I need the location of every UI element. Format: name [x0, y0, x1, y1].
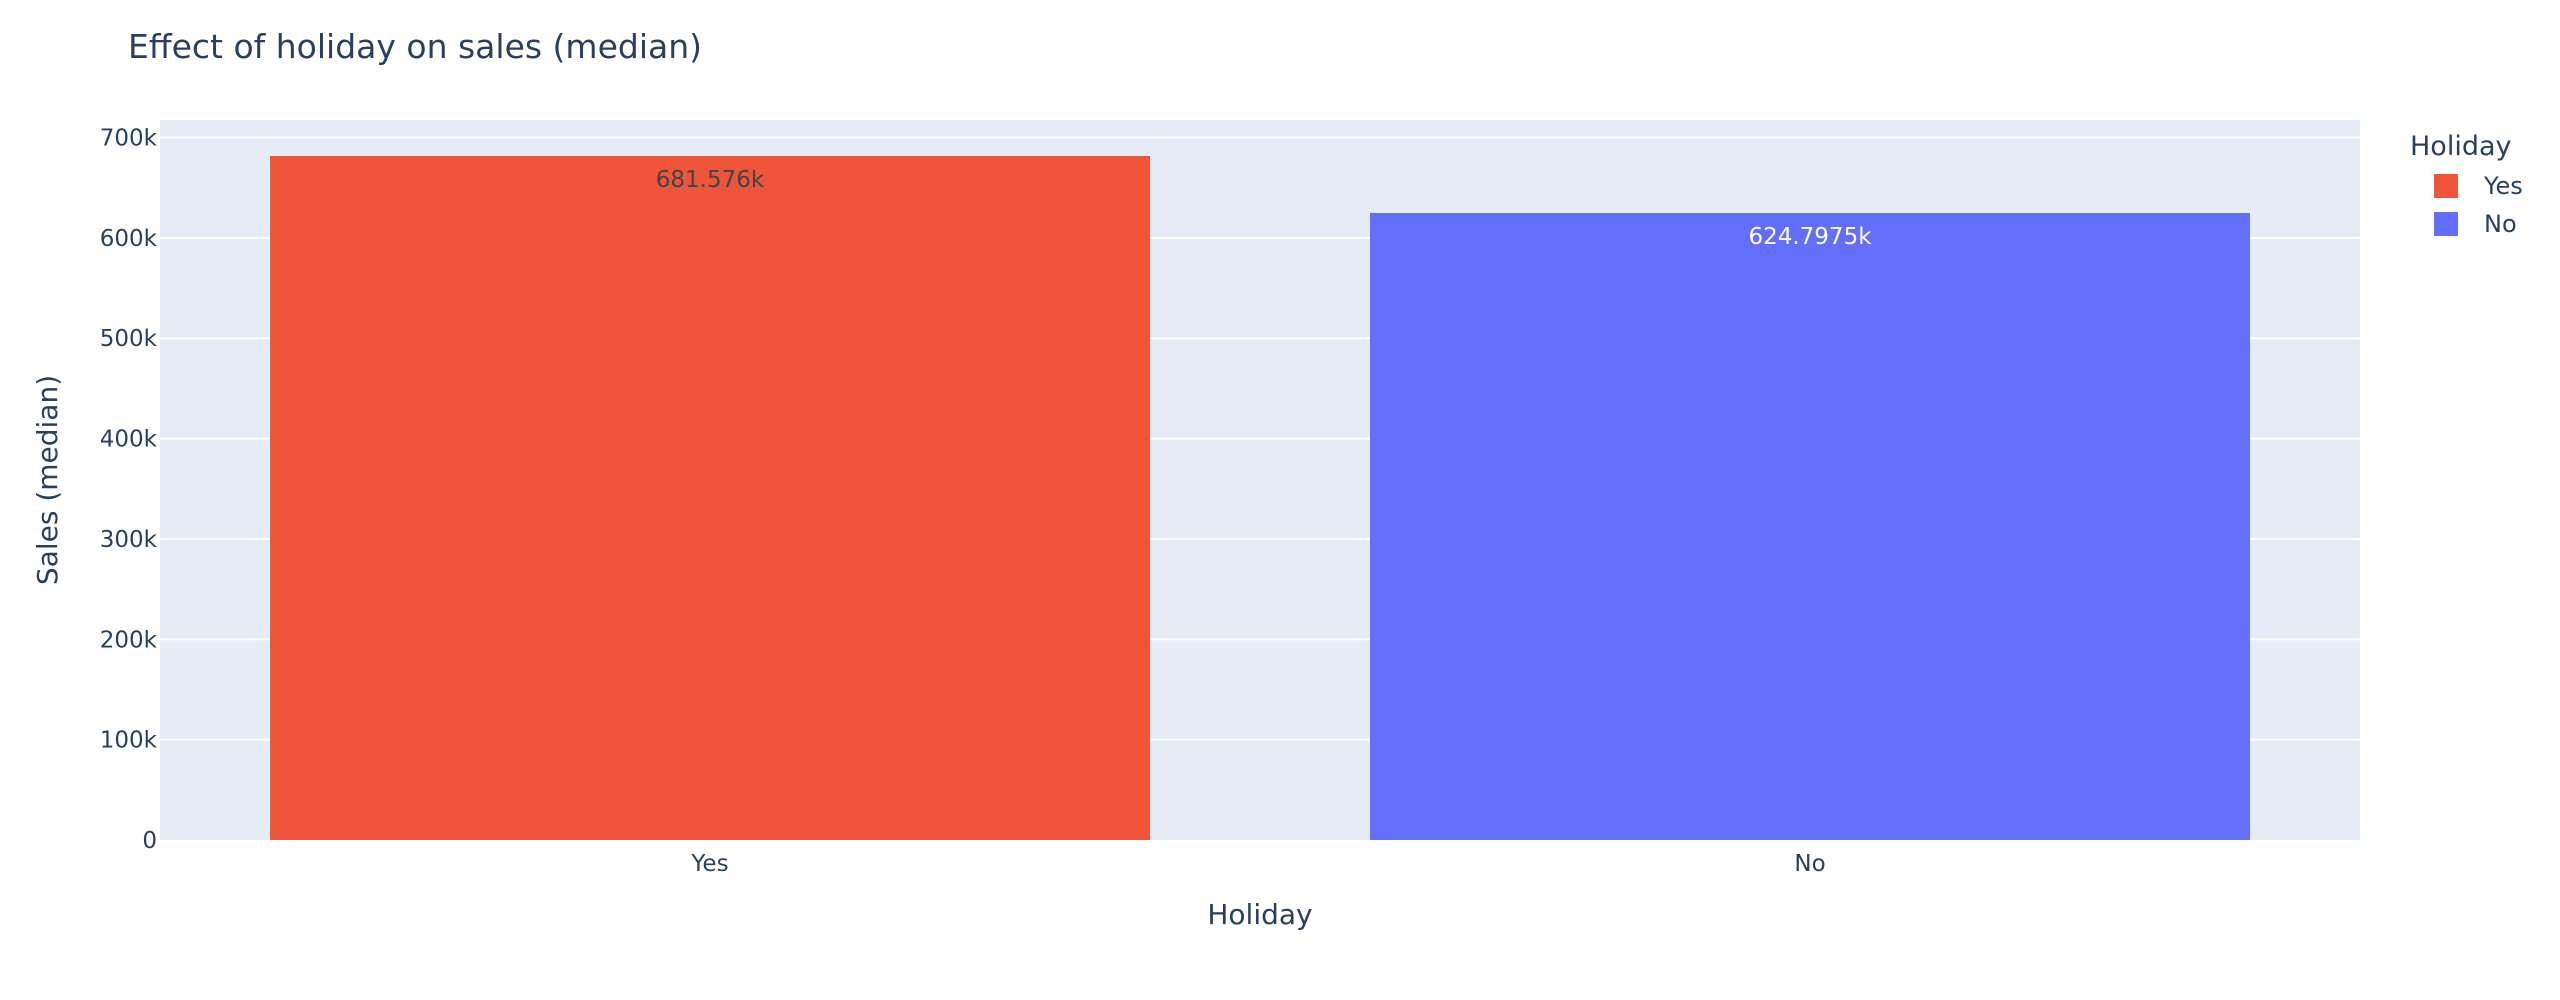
legend-swatch-no[interactable]	[2434, 212, 2458, 236]
chart-title: Effect of holiday on sales (median)	[128, 27, 702, 66]
y-tick-label-100k: 100k	[100, 728, 158, 754]
y-axis-title: Sales (median)	[31, 375, 64, 585]
data-label-yes: 681.576k	[656, 167, 765, 193]
data-label-no: 624.7975k	[1748, 224, 1872, 250]
y-tick-label-500k: 500k	[100, 326, 158, 352]
y-tick-label-600k: 600k	[100, 226, 158, 252]
bars: 681.576k 624.7975k	[270, 155, 2250, 841]
x-tick-label-yes: Yes	[690, 851, 728, 877]
x-axis-ticks: Yes No	[690, 851, 1825, 877]
y-tick-label-700k: 700k	[100, 126, 158, 152]
legend-swatch-yes[interactable]	[2434, 174, 2458, 198]
legend-label-yes[interactable]: Yes	[2483, 172, 2523, 200]
y-tick-label-400k: 400k	[100, 427, 158, 453]
legend-label-no[interactable]: No	[2484, 210, 2517, 238]
legend: Holiday Yes No	[2410, 131, 2523, 238]
bar-no[interactable]	[1370, 212, 2250, 841]
bar-yes[interactable]	[270, 155, 1150, 840]
legend-title: Holiday	[2410, 131, 2512, 162]
y-tick-label-300k: 300k	[100, 527, 158, 553]
y-tick-label-0: 0	[142, 828, 157, 854]
y-axis-ticks: 0 100k 200k 300k 400k 500k 600k 700k	[100, 126, 158, 854]
x-tick-label-no: No	[1794, 851, 1825, 877]
x-axis-title: Holiday	[1207, 898, 1312, 931]
y-tick-label-200k: 200k	[100, 627, 158, 653]
